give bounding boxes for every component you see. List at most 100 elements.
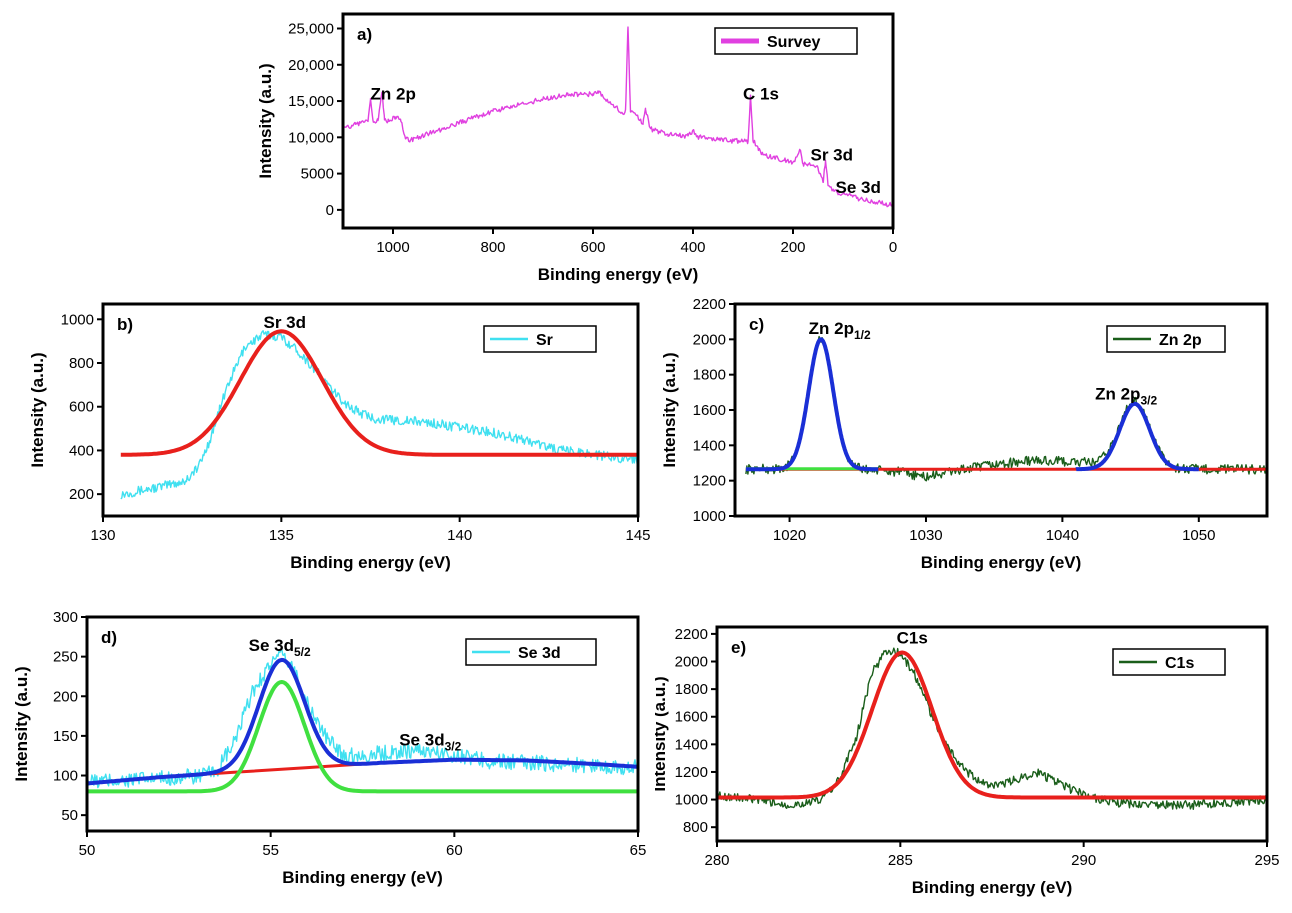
y-tick-label-a-1: 5000 [301, 166, 334, 183]
y-axis-label-c: Intensity (a.u.) [660, 352, 679, 467]
x-axis-label-c: Binding energy (eV) [921, 553, 1082, 572]
legend-label-e: C1s [1165, 655, 1194, 672]
series-line-a-0 [343, 26, 893, 208]
series-line-c-0 [745, 335, 1267, 482]
chart-a-svg: 1000 800 600 400 200 0 0 5000 10,000 15,000 20,000… [256, 12, 897, 284]
annotation-b-0: Sr 3d [264, 313, 307, 332]
series-line-b-1 [120, 329, 638, 457]
annotation-a-1: C 1s [743, 85, 779, 104]
series-line-e-0 [717, 647, 1267, 810]
x-tick-label-e-1: 285 [888, 852, 913, 869]
annotation-a-2: Sr 3d [811, 146, 854, 165]
plot-frame-b [101, 302, 640, 518]
x-tick-label-e-2: 290 [1071, 852, 1096, 869]
x-tick-label-a-4: 200 [780, 239, 805, 256]
y-tick-label-e-2: 1200 [675, 764, 708, 781]
y-tick-label-b-4: 1000 [61, 311, 94, 328]
y-axis-label-a: Intensity (a.u.) [256, 63, 275, 178]
legend-label-b: Sr [536, 332, 553, 349]
x-tick-label-a-2: 600 [580, 239, 605, 256]
chart-c-svg: 1020 1030 1040 1050 1000 1200 1400 1600 1800 2000… [660, 296, 1269, 572]
y-tick-label-b-0: 200 [69, 486, 94, 503]
y-tick-label-e-7: 2200 [675, 626, 708, 643]
y-tick-label-d-0: 50 [61, 807, 78, 824]
x-axis-label-d: Binding energy (eV) [282, 868, 443, 887]
plot-frame-a [341, 12, 895, 230]
plot-area-c [744, 335, 1267, 482]
y-tick-label-a-4: 20,000 [288, 57, 334, 74]
x-tick-label-e-0: 280 [704, 852, 729, 869]
series-line-d-2 [87, 680, 638, 794]
x-tick-label-a-0: 1000 [376, 239, 409, 256]
y-tick-label-c-1: 1200 [693, 473, 726, 490]
series-line-d-0 [87, 648, 638, 790]
y-tick-label-d-2: 150 [53, 728, 78, 745]
panel-label-c: c) [749, 315, 764, 334]
chart-panel-e: 280 285 290 295 800 1000 1200 1400 1600 1800 2000 2… [650, 603, 1292, 908]
chart-panel-a: 1000 800 600 400 200 0 0 5000 10,000 15,000 20,000… [250, 0, 910, 302]
x-tick-label-b-0: 130 [90, 527, 115, 544]
panel-label-a: a) [357, 25, 372, 44]
x-tick-label-b-2: 140 [447, 527, 472, 544]
y-tick-label-e-0: 800 [683, 819, 708, 836]
x-tick-label-a-5: 0 [889, 239, 897, 256]
plot-area-b [120, 329, 638, 500]
y-tick-label-d-1: 100 [53, 768, 78, 785]
chart-e-svg: 280 285 290 295 800 1000 1200 1400 1600 1800 2000 2… [650, 625, 1280, 897]
y-tick-label-c-0: 1000 [693, 508, 726, 525]
y-axis-label-e: Intensity (a.u.) [655, 676, 669, 791]
annotation-c-1: Zn 2p3/2 [1095, 384, 1157, 407]
y-axis-label-b: Intensity (a.u.) [28, 352, 47, 467]
chart-panel-d: 50 55 60 65 50 100 150 200 250 300 Binding energy … [0, 603, 652, 908]
x-tick-label-e-3: 295 [1254, 852, 1279, 869]
plot-area-d [87, 648, 638, 794]
annotation-e-0: C1s [897, 629, 928, 648]
series-line-b-0 [120, 330, 638, 500]
legend-label-c: Zn 2p [1159, 332, 1202, 349]
y-tick-label-b-2: 600 [69, 399, 94, 416]
y-tick-label-c-3: 1600 [693, 402, 726, 419]
x-axis-label-b: Binding energy (eV) [290, 553, 451, 572]
x-tick-label-b-3: 145 [625, 527, 650, 544]
x-tick-label-d-2: 60 [446, 842, 463, 859]
legend-label-d: Se 3d [518, 645, 561, 662]
series-line-c-4 [1074, 401, 1201, 472]
panel-label-e: e) [731, 638, 746, 657]
y-axis-label-d: Intensity (a.u.) [12, 666, 31, 781]
annotation-sub-c-1: 3/2 [1140, 393, 1157, 407]
panel-label-d: d) [101, 628, 117, 647]
x-axis-label-a: Binding energy (eV) [538, 265, 699, 284]
series-line-e-1 [717, 650, 1267, 800]
x-tick-label-b-1: 135 [269, 527, 294, 544]
chart-panel-b: 130 135 140 145 200 400 600 800 1000 Binding ener… [0, 298, 652, 593]
x-tick-label-a-1: 800 [480, 239, 505, 256]
y-tick-label-a-3: 15,000 [288, 93, 334, 110]
y-tick-label-e-6: 2000 [675, 654, 708, 671]
series-line-c-3 [744, 337, 880, 472]
y-tick-label-a-0: 0 [326, 202, 334, 219]
annotation-d-0: Se 3d5/2 [249, 636, 311, 659]
series-line-d-3 [87, 657, 638, 786]
y-tick-label-c-5: 2000 [693, 331, 726, 348]
y-tick-label-b-1: 400 [69, 442, 94, 459]
annotation-a-0: Zn 2p [371, 85, 416, 104]
y-tick-label-c-4: 1800 [693, 367, 726, 384]
plot-frame-d [85, 615, 640, 833]
chart-panel-c: 1020 1030 1040 1050 1000 1200 1400 1600 1800 2000… [655, 296, 1292, 593]
x-tick-label-c-1: 1030 [909, 527, 942, 544]
x-tick-label-c-2: 1040 [1046, 527, 1079, 544]
y-tick-label-e-5: 1800 [675, 681, 708, 698]
plot-frame-e [715, 625, 1269, 843]
annotation-a-3: Se 3d [836, 178, 881, 197]
y-tick-label-e-4: 1600 [675, 709, 708, 726]
plot-area-a [343, 26, 893, 208]
y-tick-label-d-3: 200 [53, 688, 78, 705]
y-tick-label-c-2: 1400 [693, 437, 726, 454]
y-tick-label-a-2: 10,000 [288, 129, 334, 146]
annotation-sub-c-0: 1/2 [854, 328, 871, 342]
annotation-sub-d-0: 5/2 [294, 645, 311, 659]
panel-label-b: b) [117, 315, 133, 334]
x-axis-label-e: Binding energy (eV) [912, 878, 1073, 897]
y-tick-label-e-1: 1000 [675, 792, 708, 809]
y-tick-label-d-5: 300 [53, 609, 78, 626]
